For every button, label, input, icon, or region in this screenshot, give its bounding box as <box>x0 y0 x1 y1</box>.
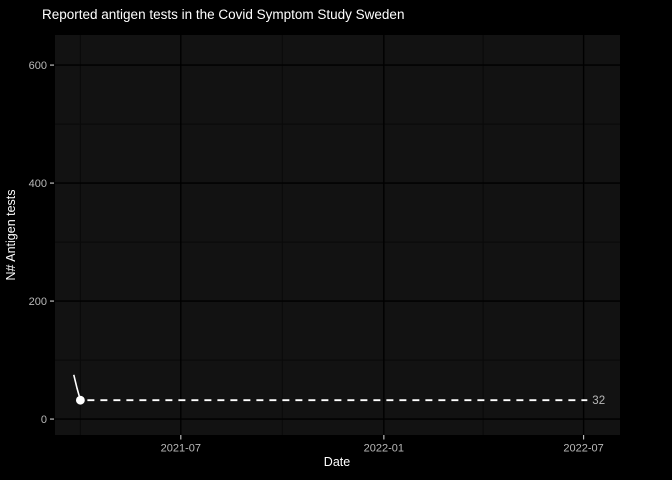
plot-built-layers: 0 200 400 600 2021-07 2022-01 2022-07 32 <box>29 35 620 455</box>
y-axis-tick-label: 400 <box>29 178 47 190</box>
panel-background <box>55 35 620 435</box>
x-axis-title: Date <box>324 455 350 469</box>
y-axis-tick-label: 200 <box>29 296 47 308</box>
x-axis-tick-label: 2021-07 <box>161 443 201 455</box>
last-point-marker <box>75 395 85 405</box>
x-axis-tick-label: 2022-07 <box>563 443 603 455</box>
x-axis-tick-label: 2022-01 <box>364 443 404 455</box>
chart-title: Reported antigen tests in the Covid Symp… <box>42 7 405 22</box>
annotation-value-label: 32 <box>592 395 605 407</box>
y-axis-title: N# Antigen tests <box>4 189 18 280</box>
y-axis-tick-label: 600 <box>29 60 47 72</box>
y-axis-tick-label: 0 <box>41 414 47 426</box>
